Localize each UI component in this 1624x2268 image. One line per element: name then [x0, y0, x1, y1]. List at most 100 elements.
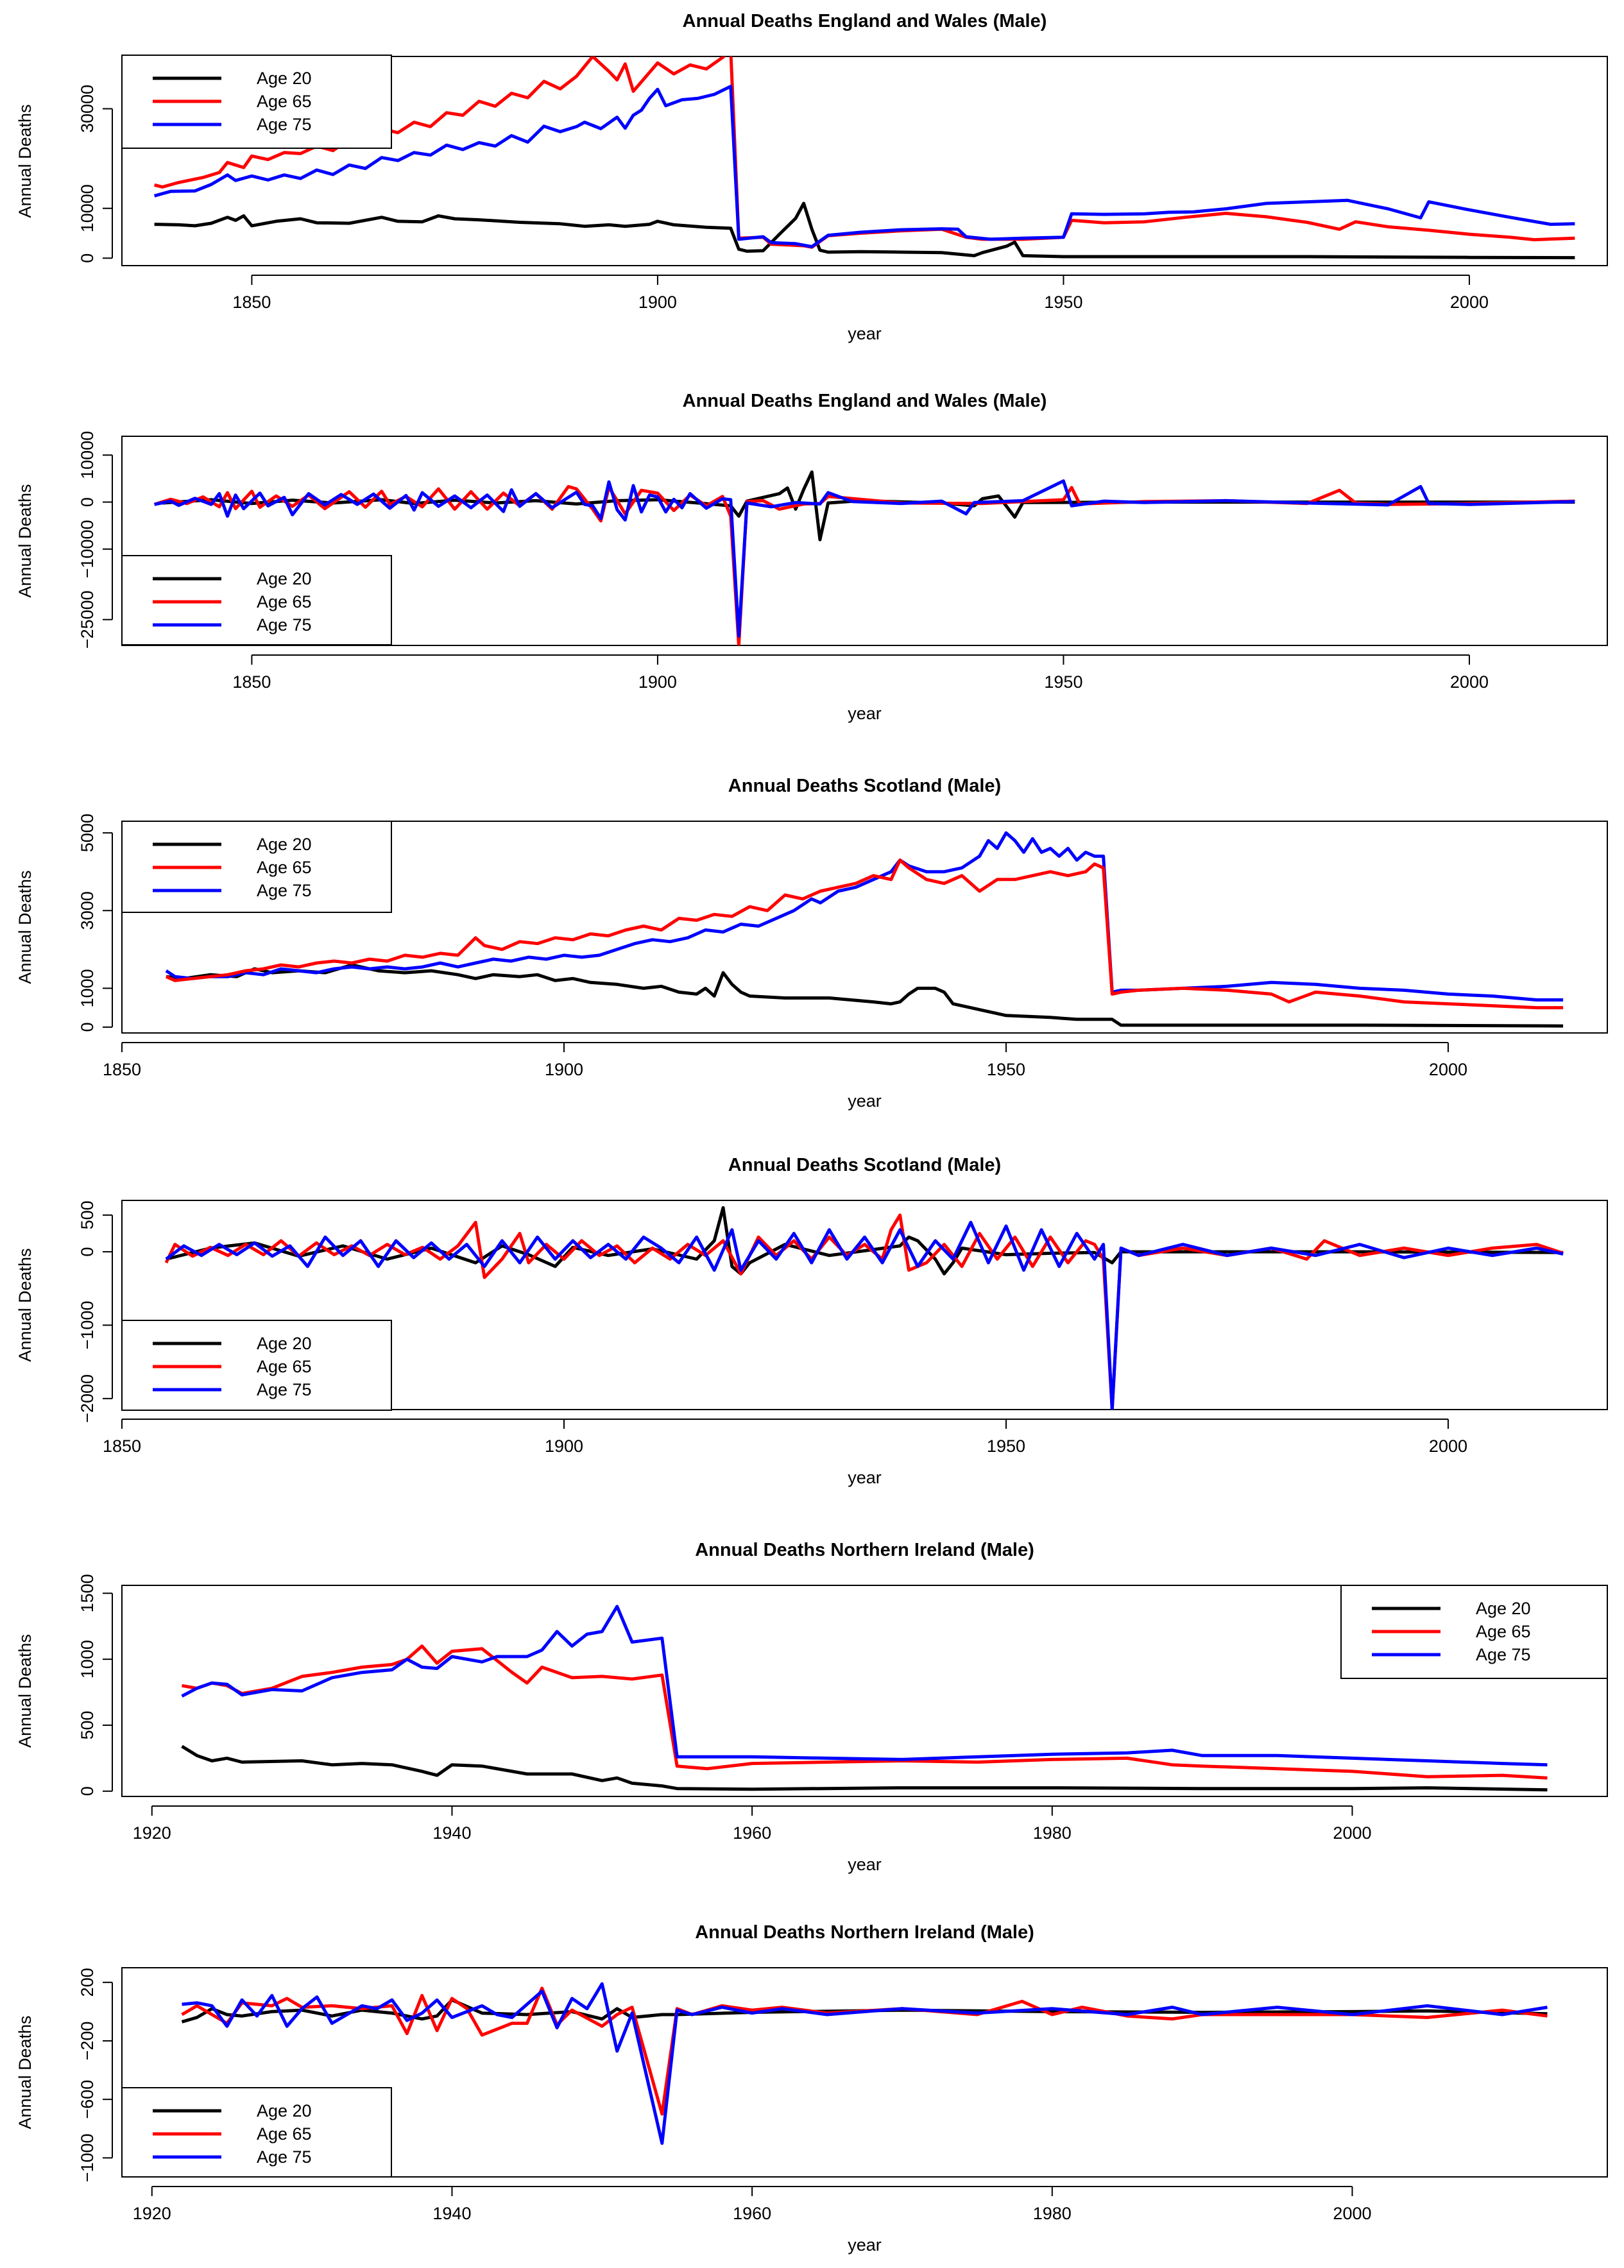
x-tick-label-4-1850: 1850: [103, 1437, 141, 1456]
y-tick-label-2-0: 0: [78, 497, 97, 507]
legend-label-4-age75: Age 75: [257, 1380, 312, 1399]
series-line-6-age75: [182, 1982, 1548, 2145]
plot-frame-5: [121, 1585, 1608, 1797]
y-tick-label-2--25000: −25000: [78, 590, 97, 649]
y-axis-3: 0 1000 3000 5000: [78, 814, 113, 1032]
x-axis-label-1: year: [848, 324, 882, 343]
y-tick-label-6--200: −200: [78, 2022, 97, 2061]
legend-label-6-age75: Age 75: [257, 2147, 312, 2167]
x-tick-label-1-2000: 2000: [1450, 293, 1489, 312]
chart-panel-5: Annual Deaths Northern Ireland (Male) 192…: [15, 1540, 1608, 1874]
series-group-6: [181, 1982, 1548, 2145]
x-axis-5: 1920 1940 1960 1980 2000: [133, 1805, 1372, 1843]
plot-frame-4: [121, 1200, 1608, 1410]
legend-4: Age 20 Age 65 Age 75: [121, 1320, 392, 1411]
x-tick-label-1-1900: 1900: [638, 293, 677, 312]
legend-label-1-age75: Age 75: [257, 115, 312, 134]
x-tick-label-5-1980: 1980: [1033, 1823, 1072, 1843]
chart-panel-6: Annual Deaths Northern Ireland (Male) 192…: [15, 1922, 1608, 2255]
y-tick-label-4--2000: −2000: [78, 1374, 97, 1423]
x-tick-label-6-1980: 1980: [1033, 2204, 1072, 2223]
chart-title-4: Annual Deaths Scotland (Male): [728, 1155, 1001, 1175]
y-axis-label-3: Annual Deaths: [15, 870, 35, 984]
x-tick-label-6-1960: 1960: [733, 2204, 771, 2223]
series-group-3: [165, 831, 1564, 1028]
series-line-4-age75: [165, 1220, 1564, 1410]
x-tick-label-1-1850: 1850: [232, 293, 271, 312]
y-tick-label-1-0: 0: [78, 253, 97, 263]
x-axis-2: 1850 1900 1950 2000: [232, 654, 1489, 692]
y-axis-4: −2000 −1000 0 500: [78, 1200, 113, 1423]
y-axis-5: 0 500 1000 1500: [78, 1574, 113, 1796]
chart-title-5: Annual Deaths Northern Ireland (Male): [695, 1540, 1034, 1560]
chart-panel-4: Annual Deaths Scotland (Male) 1850 1900 195…: [15, 1155, 1608, 1487]
y-tick-label-5-1500: 1500: [78, 1574, 97, 1612]
legend-6: Age 20 Age 65 Age 75: [121, 2087, 392, 2178]
y-axis-1: 0 10000 30000: [78, 85, 113, 263]
y-axis-label-4: Annual Deaths: [15, 1248, 35, 1361]
x-tick-label-4-2000: 2000: [1429, 1437, 1467, 1456]
x-axis-6: 1920 1940 1960 1980 2000: [133, 2186, 1372, 2223]
x-tick-label-3-2000: 2000: [1429, 1060, 1467, 1079]
chart-panel-2: Annual Deaths England and Wales (Male) 18…: [15, 391, 1608, 723]
x-tick-label-2-1900: 1900: [638, 672, 677, 692]
y-tick-label-4-0: 0: [78, 1247, 97, 1257]
y-tick-label-4--1000: −1000: [78, 1301, 97, 1350]
legend-5: Age 20 Age 65 Age 75: [1340, 1585, 1608, 1679]
x-tick-label-3-1850: 1850: [103, 1060, 141, 1079]
legend-label-3-age75: Age 75: [257, 881, 312, 900]
legend-label-2-age65: Age 65: [257, 592, 312, 611]
legend-label-4-age20: Age 20: [257, 1334, 312, 1353]
x-tick-label-5-1960: 1960: [733, 1823, 771, 1843]
y-tick-label-3-1000: 1000: [78, 969, 97, 1007]
y-axis-label-5: Annual Deaths: [15, 1634, 35, 1748]
x-tick-label-6-1940: 1940: [432, 2204, 471, 2223]
x-axis-label-5: year: [848, 1855, 882, 1874]
legend-label-5-age65: Age 65: [1476, 1622, 1531, 1641]
y-tick-label-5-0: 0: [78, 1786, 97, 1796]
x-tick-label-5-1940: 1940: [432, 1823, 471, 1843]
series-group-2: [153, 470, 1575, 645]
chart-title-2: Annual Deaths England and Wales (Male): [683, 391, 1047, 411]
y-axis-label-2: Annual Deaths: [15, 484, 35, 597]
y-axis-2: −25000 −10000 0 10000: [78, 431, 113, 649]
chart-panel-3: Annual Deaths Scotland (Male) 1850 1900 195…: [15, 776, 1608, 1111]
legend-2: Age 20 Age 65 Age 75: [121, 555, 392, 645]
x-axis-4: 1850 1900 1950 2000: [103, 1419, 1467, 1456]
chart-panel-1: Annual Deaths England and Wales (Male) 18…: [15, 11, 1608, 343]
legend-label-1-age65: Age 65: [257, 92, 312, 111]
y-tick-label-6--600: −600: [78, 2080, 97, 2119]
x-tick-label-5-2000: 2000: [1333, 1823, 1371, 1843]
series-group-4: [164, 1206, 1564, 1410]
legend-1: Age 20 Age 65 Age 75: [121, 55, 392, 149]
y-tick-label-6-200: 200: [78, 1968, 97, 1997]
x-tick-label-5-1920: 1920: [133, 1823, 171, 1843]
x-axis-label-6: year: [848, 2235, 882, 2255]
y-tick-label-3-0: 0: [78, 1022, 97, 1032]
legend-label-4-age65: Age 65: [257, 1357, 312, 1376]
chart-title-6: Annual Deaths Northern Ireland (Male): [695, 1922, 1034, 1943]
series-line-3-age75: [165, 858, 1564, 1010]
series-group-5: [181, 1605, 1548, 1792]
x-tick-label-2-2000: 2000: [1450, 672, 1489, 692]
series-line-2-age75: [154, 479, 1575, 638]
x-axis-3: 1850 1900 1950 2000: [103, 1042, 1467, 1079]
legend-label-3-age65: Age 65: [257, 858, 312, 877]
plot-frame-3: [121, 821, 1608, 1034]
x-tick-label-2-1950: 1950: [1044, 672, 1082, 692]
legend-label-2-age75: Age 75: [257, 615, 312, 635]
series-line-5-age65: [182, 1644, 1548, 1780]
chart-title-1: Annual Deaths England and Wales (Male): [683, 11, 1047, 31]
y-tick-label-2-10000: 10000: [78, 431, 97, 479]
plot-frame-1: [121, 56, 1608, 266]
y-axis-label-1: Annual Deaths: [15, 104, 35, 217]
legend-label-6-age20: Age 20: [257, 2101, 312, 2120]
legend-label-5-age75: Age 75: [1476, 1645, 1531, 1664]
plot-frame-6: [121, 1967, 1608, 2178]
series-line-1-age75: [153, 85, 1575, 248]
y-tick-label-4-500: 500: [78, 1200, 97, 1229]
x-tick-label-4-1950: 1950: [987, 1437, 1025, 1456]
x-axis-label-4: year: [848, 1468, 882, 1487]
plot-frame-2: [121, 436, 1608, 646]
y-axis-label-6: Annual Deaths: [15, 2015, 35, 2129]
